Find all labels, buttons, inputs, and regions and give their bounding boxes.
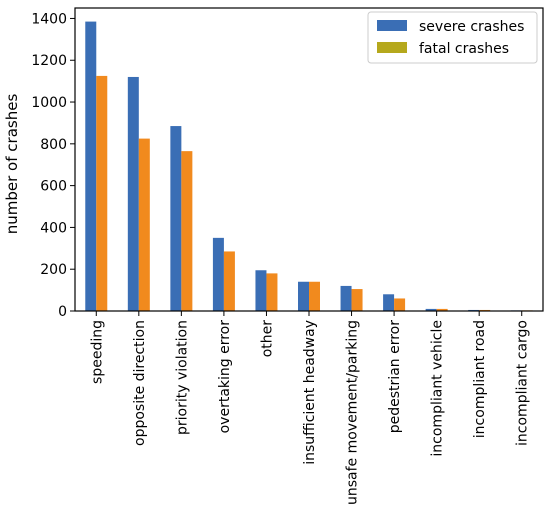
bar-fatal-crashes <box>309 281 320 311</box>
y-tick-label: 1000 <box>31 95 67 111</box>
bar-fatal-crashes <box>266 273 278 311</box>
legend-label: fatal crashes <box>419 41 509 57</box>
y-tick-label: 600 <box>40 179 67 195</box>
x-tick-label: speeding <box>89 320 105 384</box>
bar-severe-crashes <box>85 21 97 311</box>
x-tick-label: unsafe movement/parking <box>345 320 361 505</box>
bar-severe-crashes <box>127 76 139 311</box>
y-tick-label: 0 <box>58 304 67 320</box>
bar-severe-crashes <box>170 126 182 311</box>
bar-fatal-crashes <box>223 251 235 311</box>
x-tick-label: other <box>259 320 275 358</box>
plot-frame <box>74 7 544 312</box>
x-tick-label: opposite direction <box>132 320 148 446</box>
y-axis: 0 200 400 600 800 1000 1200 1400 <box>31 11 75 320</box>
bar-fatal-crashes <box>436 308 448 311</box>
x-tick-label: incompliant vehicle <box>430 320 446 457</box>
bar-fatal-crashes <box>394 298 406 311</box>
legend-box <box>367 11 538 64</box>
bar-severe-crashes <box>298 281 309 311</box>
bar-fatal-crashes <box>351 289 363 311</box>
x-tick-label: incompliant cargo <box>515 320 531 446</box>
bar-severe-crashes <box>425 308 437 311</box>
x-tick-label: insufficient headway <box>302 320 318 465</box>
bars-layer <box>85 21 533 312</box>
bar-severe-crashes <box>255 270 267 311</box>
y-tick-label: 1400 <box>31 11 67 27</box>
y-axis-title: number of crashes <box>3 94 21 235</box>
legend-swatch <box>377 20 407 31</box>
bar-severe-crashes <box>340 285 352 311</box>
bar-fatal-crashes <box>138 138 150 311</box>
x-tick-label: pedestrian error <box>387 320 403 433</box>
x-axis: speeding opposite direction priority viola… <box>89 311 531 505</box>
x-tick-label: priority violation <box>174 320 190 435</box>
legend-swatch <box>377 42 407 53</box>
x-tick-label: incompliant road <box>472 320 488 438</box>
y-tick-label: 200 <box>40 262 67 278</box>
bar-severe-crashes <box>383 294 395 311</box>
bar-severe-crashes <box>212 237 224 311</box>
legend: severe crashes fatal crashes <box>367 11 538 64</box>
x-tick-label: overtaking error <box>217 320 233 434</box>
bar-fatal-crashes <box>181 151 193 311</box>
y-tick-label: 800 <box>40 137 67 153</box>
legend-label: severe crashes <box>419 19 524 35</box>
y-tick-label: 1200 <box>31 53 67 69</box>
bar-fatal-crashes <box>96 75 108 312</box>
y-tick-label: 400 <box>40 220 67 236</box>
